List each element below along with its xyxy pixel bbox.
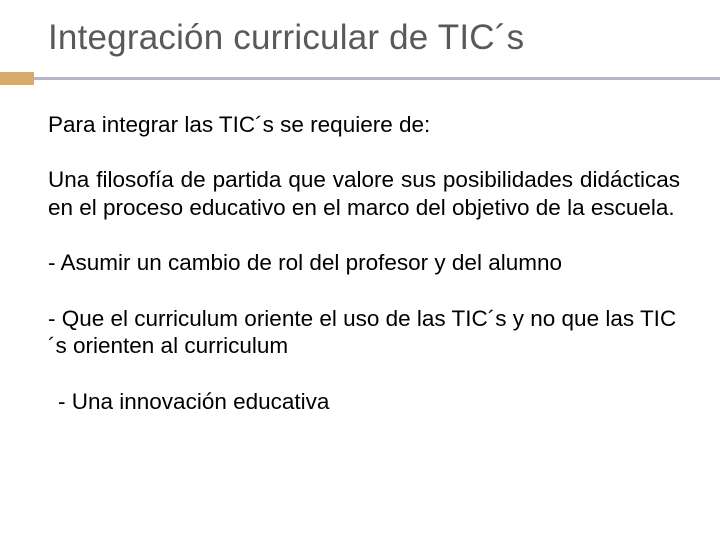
paragraph-philosophy: Una filosofía de partida que valore sus … [48,166,680,221]
bullet-role-change: - Asumir un cambio de rol del profesor y… [48,249,680,276]
bullet-innovation: - Una innovación educativa [48,388,680,415]
slide-container: Integración curricular de TIC´s Para int… [0,0,720,540]
accent-box [0,72,34,85]
divider-line [34,72,720,85]
intro-text: Para integrar las TIC´s se requiere de: [48,111,680,138]
bullet-curriculum: - Que el curriculum oriente el uso de la… [48,305,680,360]
title-divider [0,72,720,85]
slide-title: Integración curricular de TIC´s [48,18,680,58]
slide-body: Para integrar las TIC´s se requiere de: … [48,111,680,415]
